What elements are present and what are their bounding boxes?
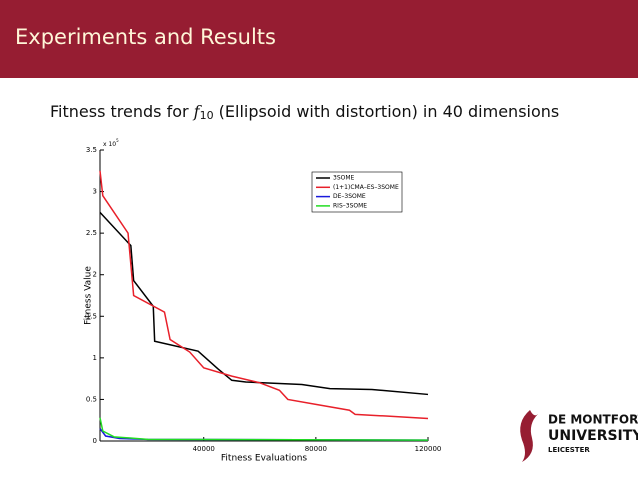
legend-label: 3SOME	[333, 175, 355, 182]
logo-text: LEICESTER	[548, 446, 590, 454]
logo: DE MONTFORT UNIVERSITY LEICESTER	[520, 410, 638, 462]
logo-mark	[520, 410, 538, 462]
multiplier-base: x 10	[103, 141, 116, 148]
multiplier-exp: 5	[116, 138, 119, 143]
legend-label: (1+1)CMA–ES–3SOME	[333, 184, 399, 191]
y-axis-label: Fitness Value	[84, 266, 94, 325]
y-tick-label: 1.5	[86, 312, 97, 320]
x-tick-label: 80000	[305, 445, 327, 453]
y-tick-label: 0	[93, 437, 97, 445]
y-tick-label: 2.5	[86, 229, 97, 237]
logo-text: DE MONTFORT	[548, 413, 638, 427]
y-tick-label: 3	[93, 188, 97, 196]
x-axis-label: Fitness Evaluations	[221, 454, 308, 464]
y-tick-label: 2	[93, 271, 97, 279]
y-multiplier: x 105	[103, 138, 119, 148]
header-bar	[0, 0, 638, 78]
plot: 0 0.5 1 1.5 2 2.5 3 3.5 40000 80000 120000 Fitness …	[84, 138, 442, 464]
series-line	[99, 428, 429, 441]
slide-title: Experiments and Results	[15, 25, 276, 49]
y-tick-label: 0.5	[86, 395, 97, 403]
subtitle-f: f	[193, 102, 203, 121]
logo-text: UNIVERSITY	[548, 428, 638, 444]
series-line	[99, 417, 429, 441]
y-tick-label: 3.5	[86, 146, 97, 154]
x-tick-label: 120000	[415, 445, 442, 453]
subtitle-text: (Ellipsoid with distortion) in 40 dimens…	[214, 102, 560, 121]
legend-label: RIS–3SOME	[333, 202, 367, 209]
subtitle-text: Fitness trends for	[50, 102, 194, 121]
y-tick-label: 1	[93, 354, 97, 362]
series-line	[99, 170, 429, 420]
x-tick-label: 40000	[193, 445, 215, 453]
series-line	[99, 211, 429, 396]
legend-label: DE–3SOME	[333, 193, 366, 200]
subtitle: Fitness trends for f10 (Ellipsoid with d…	[50, 102, 559, 123]
subtitle-sub: 10	[200, 109, 214, 122]
